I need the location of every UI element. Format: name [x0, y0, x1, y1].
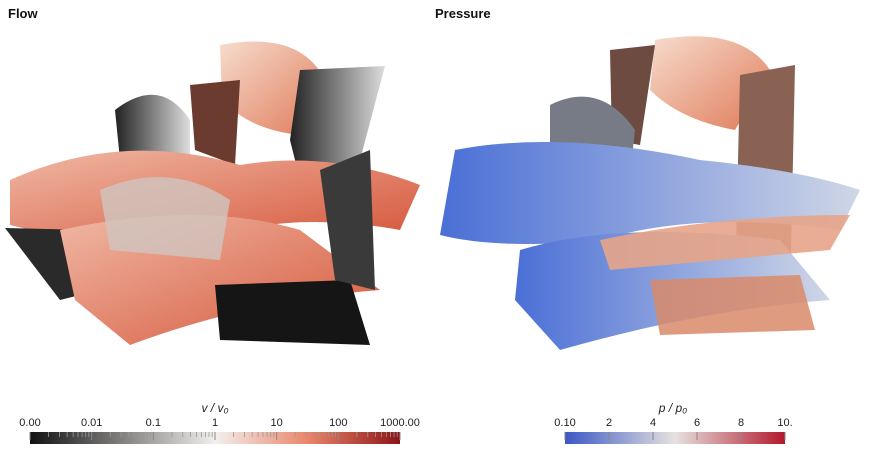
colorbar-tick-label: 6 [694, 417, 700, 429]
colorbar-label: p / p₀ [658, 401, 687, 415]
colorbar-tick-label: 0.00 [19, 417, 40, 429]
colorbar-tick-label: 10. [777, 417, 792, 429]
panel-title: Pressure [435, 6, 491, 21]
page: Flow Pressure v / v₀ p / p₀ 0.00 0.01 0.1 1… [0, 0, 876, 449]
pressure-render [440, 36, 860, 350]
colorbar-tick-label: 1000.00 [380, 417, 420, 429]
panel-title: Flow [8, 6, 38, 21]
colorbar-label: v / v₀ [201, 401, 228, 415]
flow-render [5, 42, 420, 345]
colorbar-tick-label: 0.1 [146, 417, 161, 429]
colorbar-tick-label: 2 [606, 417, 612, 429]
colorbar-tick-label: 4 [650, 417, 656, 429]
colorbar-tick-label: 100 [329, 417, 347, 429]
colorbar-tick-label: 1 [212, 417, 218, 429]
colorbar-tick-label: 8 [738, 417, 744, 429]
colorbar-tick-label: 0.10 [554, 417, 575, 429]
colorbar [565, 432, 785, 444]
colorbar-tick-label: 10 [271, 417, 283, 429]
colorbar-tick-label: 0.01 [81, 417, 102, 429]
